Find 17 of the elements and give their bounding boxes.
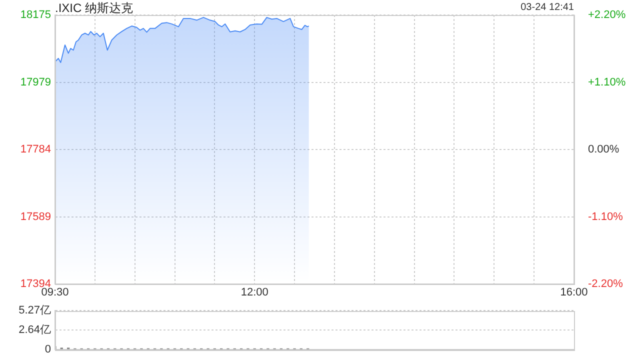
y-tick-label: 0 bbox=[44, 343, 51, 356]
y-tick-label: 17589 bbox=[20, 210, 51, 223]
y2-tick-label: +1.10% bbox=[588, 76, 626, 88]
x-tick-label: 12:00 bbox=[240, 286, 268, 299]
text: 03-24 12:41 bbox=[520, 2, 574, 13]
y-tick-label: 2.64亿 bbox=[18, 324, 51, 336]
y2-tick-label: 0.00% bbox=[588, 144, 620, 156]
y-tick-label: 17784 bbox=[20, 144, 51, 156]
chart-title: .IXIC 纳斯达克 bbox=[55, 0, 134, 17]
y-tick-label: 17979 bbox=[20, 76, 51, 89]
y2-tick-label: -2.20% bbox=[588, 278, 624, 290]
y2-tick-label: +2.20% bbox=[588, 9, 626, 22]
x-tick-label: 16:00 bbox=[560, 286, 588, 299]
y-tick-label: 18175 bbox=[20, 9, 51, 22]
y-tick-label: 5.27亿 bbox=[18, 304, 51, 317]
x-tick-label: 09:30 bbox=[41, 286, 69, 299]
y2-tick-label: -1.10% bbox=[588, 210, 624, 223]
